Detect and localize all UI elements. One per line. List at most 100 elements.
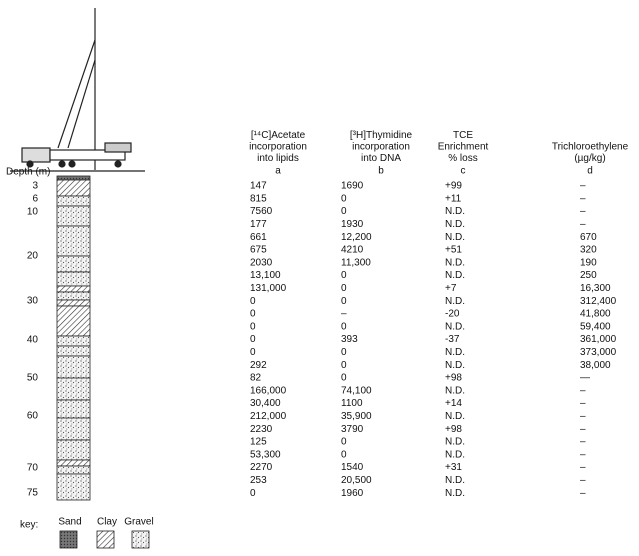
- table-cell: 1930: [341, 219, 364, 230]
- table-cell: 312,400: [580, 296, 617, 307]
- table-cell: 0: [341, 270, 347, 281]
- table-cell: 11,300: [341, 257, 371, 268]
- table-cell: N.D.: [445, 232, 465, 243]
- table-cell: N.D.: [445, 270, 465, 281]
- table-cell: 0: [341, 347, 347, 358]
- table-cell: 0: [250, 309, 256, 320]
- layer: [57, 272, 90, 286]
- table-cell: 125: [250, 437, 267, 448]
- table-cell: 166,000: [250, 385, 287, 396]
- table-cell: 41,800: [580, 309, 611, 320]
- column-header: into DNA: [361, 153, 401, 164]
- column-header: (µg/kg): [574, 153, 605, 164]
- table-cell: N.D.: [445, 449, 465, 460]
- table-cell: 0: [341, 437, 347, 448]
- layer: [57, 474, 90, 500]
- table-cell: –: [580, 424, 586, 435]
- table-cell: –: [580, 488, 586, 499]
- table-cell: 815: [250, 193, 267, 204]
- table-cell: 190: [580, 257, 597, 268]
- table-cell: 7560: [250, 206, 273, 217]
- table-cell: 0: [250, 321, 256, 332]
- table-cell: –: [341, 309, 347, 320]
- table-cell: 74,100: [341, 385, 372, 396]
- layer: [57, 226, 90, 256]
- table-cell: 0: [341, 360, 347, 371]
- table-cell: N.D.: [445, 257, 465, 268]
- table-cell: 147: [250, 181, 267, 192]
- table-cell: 250: [580, 270, 597, 281]
- table-cell: N.D.: [445, 206, 465, 217]
- layer: [57, 346, 90, 356]
- table-cell: 35,900: [341, 411, 372, 422]
- table-cell: 0: [341, 321, 347, 332]
- layer: [57, 256, 90, 272]
- layer: [57, 378, 90, 400]
- table-cell: 30,400: [250, 398, 281, 409]
- table-cell: N.D.: [445, 488, 465, 499]
- layer: [57, 460, 90, 466]
- column-letter: b: [378, 166, 384, 177]
- table-cell: 393: [341, 334, 358, 345]
- table-cell: –: [580, 475, 586, 486]
- table-cell: 59,400: [580, 321, 611, 332]
- table-cell: +98: [445, 373, 462, 384]
- layer: [57, 176, 90, 180]
- table-cell: N.D.: [445, 219, 465, 230]
- table-cell: 373,000: [580, 347, 617, 358]
- drill-rig-icon: [10, 8, 145, 171]
- table-cell: 0: [250, 334, 256, 345]
- key-item-label: Sand: [58, 517, 81, 528]
- table-cell: –: [580, 411, 586, 422]
- column-header: % loss: [448, 153, 477, 164]
- table-cell: 253: [250, 475, 267, 486]
- layer: [57, 400, 90, 418]
- table-cell: 0: [341, 296, 347, 307]
- table-cell: +7: [445, 283, 457, 294]
- key-swatch: [132, 531, 149, 548]
- key-item-label: Gravel: [124, 517, 153, 528]
- depth-tick-label: 6: [32, 194, 38, 205]
- table-cell: N.D.: [445, 475, 465, 486]
- depth-tick-label: 3: [32, 181, 38, 192]
- depth-tick-label: 70: [27, 463, 39, 474]
- column-letter: c: [461, 166, 466, 177]
- table-cell: –: [580, 219, 586, 230]
- table-cell: +51: [445, 245, 462, 256]
- table-cell: –: [580, 206, 586, 217]
- table-cell: 20,500: [341, 475, 372, 486]
- key-swatch: [60, 531, 77, 548]
- column-header: TCE: [453, 130, 473, 141]
- depth-tick-label: 75: [27, 488, 39, 499]
- table-cell: N.D.: [445, 411, 465, 422]
- depth-tick-label: 50: [27, 373, 39, 384]
- table-cell: 1960: [341, 488, 364, 499]
- table-cell: 38,000: [580, 360, 611, 371]
- table-cell: 1690: [341, 181, 364, 192]
- depth-tick-label: 30: [27, 296, 39, 307]
- table-cell: N.D.: [445, 347, 465, 358]
- layer: [57, 196, 90, 206]
- layer: [57, 206, 90, 226]
- table-cell: +99: [445, 181, 462, 192]
- table-cell: 212,000: [250, 411, 287, 422]
- table-cell: 0: [341, 206, 347, 217]
- table-cell: 1100: [341, 398, 363, 409]
- table-cell: –: [580, 181, 586, 192]
- key-label: key:: [20, 520, 38, 531]
- layer: [57, 300, 90, 306]
- table-cell: 16,300: [580, 283, 611, 294]
- column-header: [³H]Thymidine: [350, 130, 413, 141]
- depth-tick-label: 10: [27, 207, 39, 218]
- table-cell: –: [580, 385, 586, 396]
- depth-tick-label: 40: [27, 335, 39, 346]
- table-cell: —: [580, 373, 590, 384]
- table-cell: +14: [445, 398, 462, 409]
- lithology-column: [57, 176, 90, 500]
- column-letter: a: [275, 166, 281, 177]
- table-cell: 361,000: [580, 334, 617, 345]
- table-cell: N.D.: [445, 385, 465, 396]
- layer: [57, 440, 90, 460]
- table-cell: 2030: [250, 257, 273, 268]
- table-cell: N.D.: [445, 360, 465, 371]
